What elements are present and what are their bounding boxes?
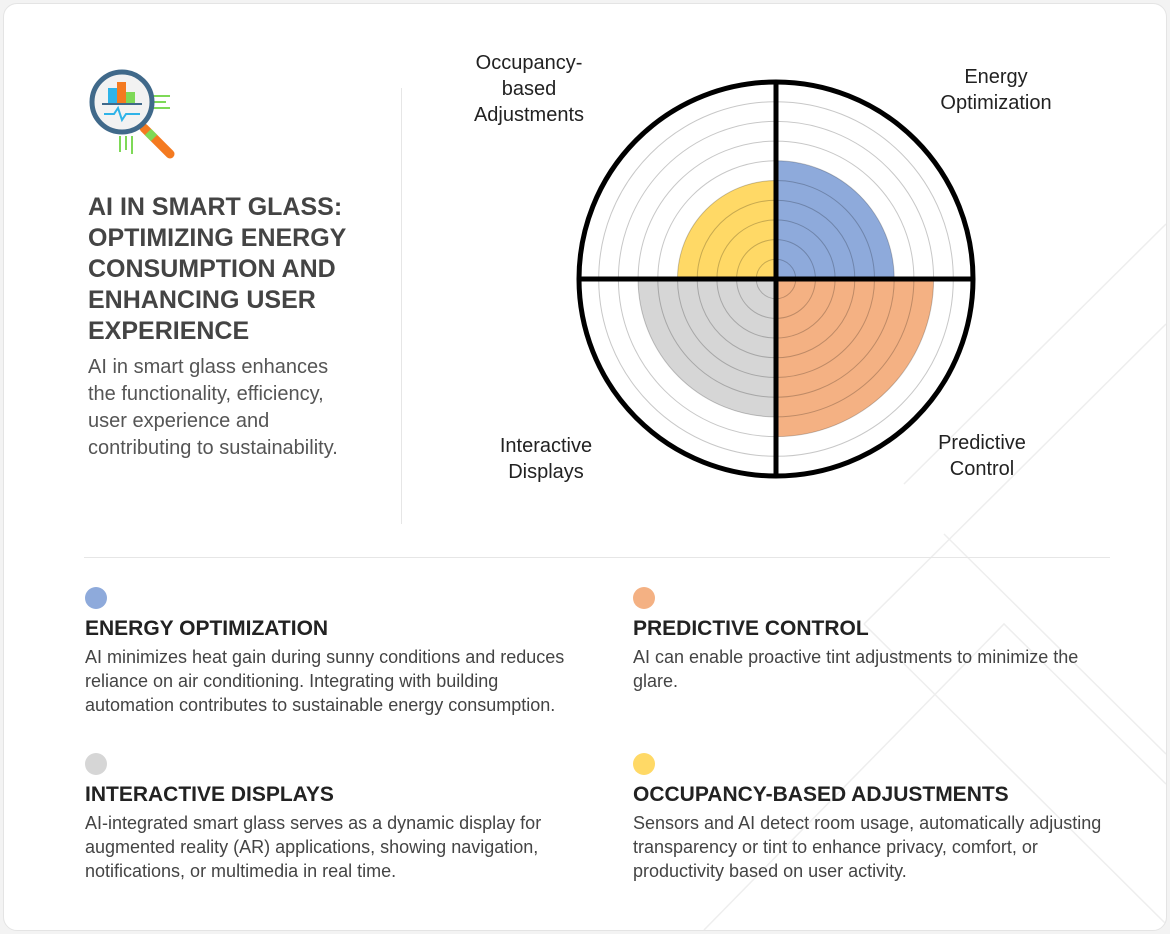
decorative-lines bbox=[703, 223, 1166, 930]
item-title: PREDICTIVE CONTROL bbox=[633, 617, 869, 640]
item-title: OCCUPANCY-BASED ADJUSTMENTS bbox=[633, 783, 1009, 806]
label-occupancy: Occupancy- based Adjustments bbox=[444, 50, 614, 128]
item-interactive-displays: INTERACTIVE DISPLAYS AI-integrated smart… bbox=[85, 753, 575, 883]
label-line: Interactive bbox=[499, 435, 593, 457]
item-energy-optimization: ENERGY OPTIMIZATION AI minimizes heat ga… bbox=[85, 587, 575, 717]
label-line: Predictive bbox=[938, 432, 1026, 454]
item-title: ENERGY OPTIMIZATION bbox=[85, 617, 329, 640]
color-dot bbox=[85, 587, 107, 609]
label-line: Control bbox=[949, 458, 1015, 480]
item-text: AI-integrated smart glass serves as a dy… bbox=[85, 813, 542, 881]
infographic-card: AI IN SMART GLASS: OPTIMIZING ENERGY CON… bbox=[3, 3, 1167, 931]
color-dot bbox=[633, 587, 655, 609]
magnifier-chart-icon bbox=[89, 69, 175, 159]
color-dot bbox=[633, 753, 655, 775]
item-text: AI can enable proactive tint adjustments… bbox=[633, 647, 1079, 691]
item-text: Sensors and AI detect room usage, automa… bbox=[633, 813, 1102, 881]
intro-text: AI in smart glass enhances the functiona… bbox=[88, 356, 338, 459]
label-energy: Energy Optimization bbox=[916, 64, 1076, 116]
label-line: based bbox=[501, 78, 557, 100]
item-text: AI minimizes heat gain during sunny cond… bbox=[85, 647, 565, 715]
sector-occupancy-based-adjustments bbox=[677, 180, 776, 279]
label-predictive: Predictive Control bbox=[902, 430, 1062, 482]
label-line: Energy bbox=[964, 66, 1028, 88]
item-title: INTERACTIVE DISPLAYS bbox=[85, 783, 334, 806]
polar-area-chart bbox=[576, 79, 976, 479]
divider bbox=[84, 557, 1110, 558]
sector-predictive-control bbox=[776, 279, 934, 437]
label-line: Displays bbox=[508, 461, 584, 483]
label-line: Adjustments bbox=[473, 104, 585, 126]
sector-interactive-displays bbox=[638, 279, 776, 417]
label-line: Occupancy- bbox=[475, 52, 583, 74]
item-predictive-control: PREDICTIVE CONTROL AI can enable proacti… bbox=[633, 587, 1123, 693]
label-line: Optimization bbox=[940, 92, 1052, 114]
item-occupancy-based-adjustments: OCCUPANCY-BASED ADJUSTMENTS Sensors and … bbox=[633, 753, 1123, 883]
label-interactive: Interactive Displays bbox=[466, 433, 626, 485]
divider bbox=[401, 88, 402, 524]
color-dot bbox=[85, 753, 107, 775]
page-title: AI IN SMART GLASS: OPTIMIZING ENERGY CON… bbox=[88, 193, 346, 345]
sector-energy-optimization bbox=[776, 160, 895, 279]
